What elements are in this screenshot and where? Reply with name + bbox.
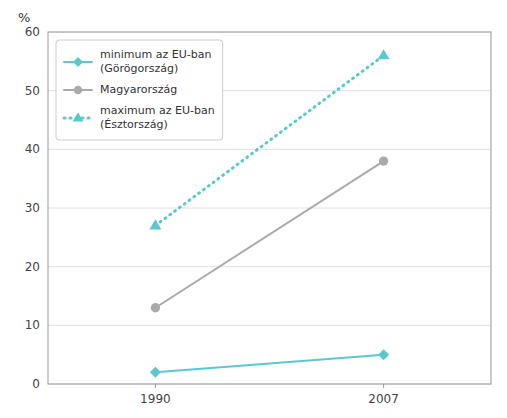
point bbox=[378, 349, 389, 360]
axes: 0 10 20 30 40 50 60 1990 2007 bbox=[25, 25, 491, 406]
y-tick-label: 40 bbox=[25, 142, 40, 156]
x-tick-label: 1990 bbox=[140, 392, 171, 406]
legend-marker bbox=[74, 86, 83, 95]
y-tick-label: 0 bbox=[32, 377, 40, 391]
chart-container: 010203040506019902007%minimum az EU-ban(… bbox=[0, 0, 507, 418]
y-tick-label: 10 bbox=[25, 318, 40, 332]
legend-label-line: Magyarország bbox=[100, 83, 177, 96]
x-tick-label: 2007 bbox=[368, 392, 399, 406]
grid-line bbox=[48, 325, 491, 326]
y-tick-label: 60 bbox=[25, 25, 40, 39]
legend-label-line: (Észtország) bbox=[100, 118, 168, 131]
series-line bbox=[155, 161, 383, 308]
point bbox=[149, 219, 161, 229]
legend-label-line: maximum az EU-ban bbox=[100, 104, 215, 117]
point bbox=[378, 49, 390, 59]
grid-line bbox=[48, 208, 491, 209]
y-axis-label: % bbox=[18, 10, 30, 25]
x-tick bbox=[155, 384, 156, 388]
legend-label: Magyarország bbox=[100, 83, 177, 96]
grid-line bbox=[48, 266, 491, 267]
legend-box bbox=[56, 40, 223, 140]
series-line bbox=[155, 355, 383, 373]
point bbox=[151, 303, 160, 312]
legend-label: minimum az EU-ban(Görögország) bbox=[100, 48, 211, 75]
y-tick-label: 50 bbox=[25, 84, 40, 98]
y-tick-label: 30 bbox=[25, 201, 40, 215]
grid-line bbox=[48, 149, 491, 150]
legend-label-line: minimum az EU-ban bbox=[100, 48, 211, 61]
background bbox=[0, 0, 507, 418]
point bbox=[379, 156, 388, 165]
point bbox=[150, 367, 161, 378]
y-tick-label: 20 bbox=[25, 260, 40, 274]
legend: minimum az EU-ban(Görögország) Magyarorsz… bbox=[56, 40, 223, 140]
chart: 010203040506019902007%minimum az EU-ban(… bbox=[0, 0, 507, 418]
legend-marker bbox=[73, 57, 83, 67]
legend-marker bbox=[73, 112, 84, 121]
legend-label-line: (Görögország) bbox=[100, 62, 178, 75]
x-tick bbox=[383, 384, 384, 388]
legend-label: maximum az EU-ban(Észtország) bbox=[100, 104, 215, 131]
plot-frame bbox=[48, 32, 491, 384]
